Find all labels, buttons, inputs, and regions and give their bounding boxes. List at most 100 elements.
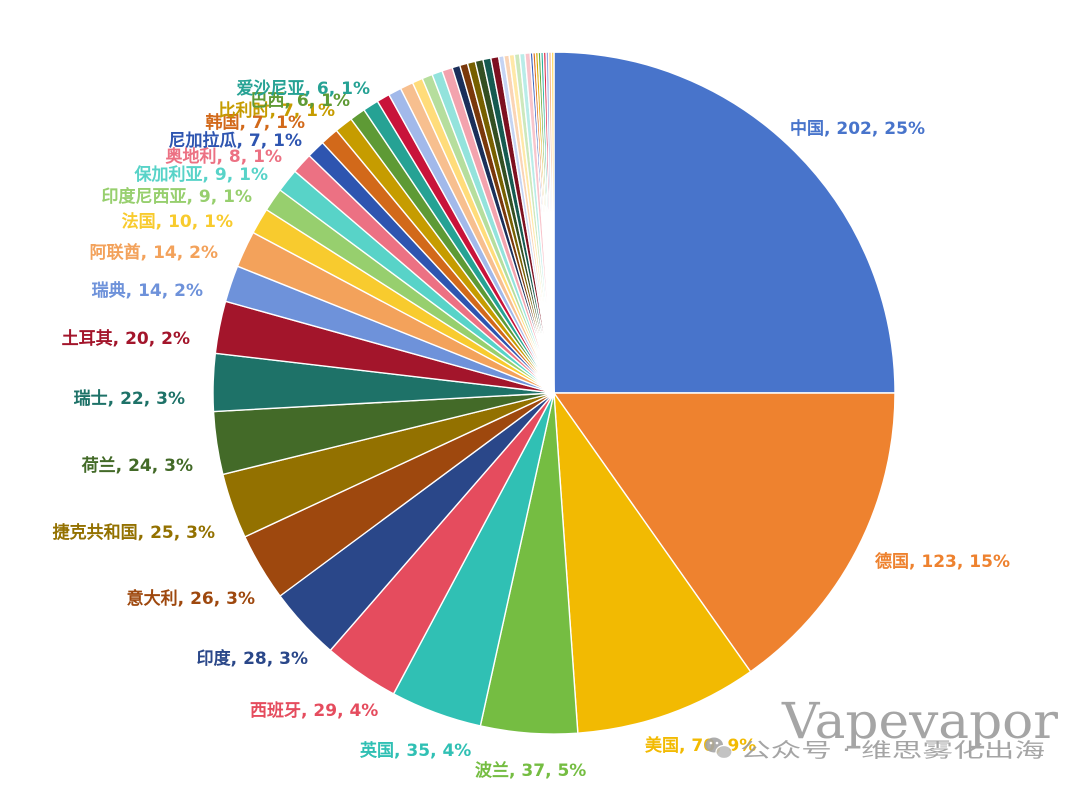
slice-label-percent: 1% (273, 131, 302, 151)
slice-label-value: 202 (836, 119, 872, 139)
slice-label-name: 印度 (197, 648, 232, 669)
slice-label-value: 22 (120, 389, 144, 409)
slice-label-percent: 1% (306, 101, 335, 121)
slice-label-value: 6 (317, 79, 329, 99)
pie-slice (553, 392, 752, 734)
slice-label-percent: 5% (557, 761, 586, 781)
slice-label-name: 比利时 (219, 100, 270, 121)
slice-label: 巴西, 6, 1% (251, 91, 351, 111)
slice-label-name: 尼加拉瓜 (169, 130, 237, 151)
slice-label-name: 奥地利 (166, 146, 217, 167)
slice-label-percent: 3% (186, 523, 215, 543)
slice-label: 荷兰, 24, 3% (82, 455, 193, 476)
data-labels: 中国, 202, 25% 德国, 123, 15% 美国, 70, 9% 波兰, 37… (53, 78, 1010, 781)
slice-label-name: 德国 (875, 551, 909, 572)
slice-label-percent: 25% (884, 119, 925, 139)
slice-label: 比利时, 7, 1% (219, 100, 336, 121)
slice-label-name: 阿联酋 (90, 242, 141, 263)
slice-label-value: 28 (243, 649, 267, 669)
slice-label: 美国, 70, 9% (645, 735, 756, 756)
wechat-icon (705, 737, 733, 760)
slice-label: 瑞典, 14, 2% (92, 280, 203, 301)
slice-label-value: 26 (190, 589, 214, 609)
slice-label-name: 西班牙 (250, 701, 301, 721)
slice-label-value: 35 (406, 741, 430, 761)
slice-label-name: 美国 (645, 735, 679, 756)
slice-label-value: 37 (521, 761, 545, 781)
pie-slices (212, 51, 896, 735)
slice-label-value: 7 (282, 101, 294, 121)
slice-label-percent: 1% (239, 165, 268, 185)
slice-label: 西班牙, 29, 4% (250, 701, 378, 721)
slice-label-name: 法国 (122, 211, 156, 232)
slice-label-name: 巴西 (251, 91, 285, 111)
slice-label-percent: 2% (161, 329, 190, 349)
slice-label-name: 瑞士 (74, 388, 108, 409)
watermark: Vapevapor 公众号 · 维思雾化出海 (705, 692, 1058, 762)
slice-label: 英国, 35, 4% (360, 740, 471, 761)
slice-label-value: 24 (128, 456, 152, 476)
slice-label-name: 土耳其 (62, 328, 113, 349)
slice-label-name: 中国 (790, 118, 824, 139)
slice-label: 德国, 123, 15% (875, 551, 1010, 572)
slice-label-percent: 1% (223, 187, 252, 207)
slice-label-name: 荷兰 (82, 455, 116, 476)
slice-label: 奥地利, 8, 1% (166, 146, 283, 167)
slice-label-name: 韩国 (206, 112, 240, 133)
slice-label-value: 7 (252, 113, 264, 133)
slice-label-percent: 1% (341, 79, 370, 99)
slice-label-name: 瑞典 (92, 280, 126, 301)
slice-label: 土耳其, 20, 2% (62, 328, 190, 349)
slice-label-value: 8 (229, 147, 241, 167)
slice-label-name: 捷克共和国 (53, 522, 138, 543)
pie-slice (550, 51, 555, 394)
slice-label: 印度, 28, 3% (197, 648, 308, 669)
slice-label-percent: 3% (164, 456, 193, 476)
slice-label-percent: 1% (204, 212, 233, 232)
slice-label-name: 波兰 (475, 760, 509, 781)
slice-label-value: 6 (297, 91, 309, 111)
slice-label: 法国, 10, 1% (122, 211, 233, 232)
slice-label-percent: 4% (442, 741, 471, 761)
pie-slice (553, 392, 896, 673)
slice-label: 尼加拉瓜, 7, 1% (169, 130, 303, 151)
watermark-caption: 公众号 · 维思雾化出海 (740, 738, 1045, 762)
slice-label-value: 9 (199, 187, 211, 207)
slice-label-value: 10 (168, 212, 192, 232)
slice-label: 意大利, 26, 3% (127, 588, 255, 609)
slice-label-percent: 4% (349, 701, 378, 721)
slice-label-percent: 9% (727, 736, 756, 756)
slice-label-value: 29 (313, 701, 337, 721)
slice-label: 保加利亚, 9, 1% (134, 164, 269, 185)
slice-label-value: 25 (150, 523, 174, 543)
slice-label-percent: 15% (969, 552, 1010, 572)
slice-label-percent: 1% (276, 113, 305, 133)
slice-label: 捷克共和国, 25, 3% (53, 522, 215, 543)
slice-label-name: 爱沙尼亚 (237, 78, 305, 99)
slice-label-percent: 3% (156, 389, 185, 409)
slice-label-percent: 2% (174, 281, 203, 301)
pie-slice (553, 51, 896, 394)
slice-label: 阿联酋, 14, 2% (90, 242, 218, 263)
slice-label: 波兰, 37, 5% (475, 760, 586, 781)
slice-label: 印度尼西亚, 9, 1% (102, 186, 253, 207)
slice-label-percent: 3% (226, 589, 255, 609)
slice-label-value: 14 (153, 243, 177, 263)
slice-label: 韩国, 7, 1% (206, 112, 306, 133)
slice-label: 爱沙尼亚, 6, 1% (237, 78, 371, 99)
slice-label-percent: 2% (189, 243, 218, 263)
slice-label-value: 14 (138, 281, 162, 301)
slice-label-name: 印度尼西亚 (102, 186, 187, 207)
slice-label-value: 123 (921, 552, 957, 572)
watermark-logo: Vapevapor (781, 692, 1058, 750)
slice-label: 中国, 202, 25% (790, 118, 925, 139)
slice-label-value: 7 (249, 131, 261, 151)
slice-label-percent: 1% (321, 91, 350, 111)
slice-label-value: 20 (125, 329, 149, 349)
slice-label-name: 意大利 (127, 588, 178, 609)
slice-label-percent: 3% (279, 649, 308, 669)
slice-label: 瑞士, 22, 3% (74, 388, 185, 409)
slice-label-name: 保加利亚 (134, 164, 203, 185)
slice-label-name: 英国 (360, 740, 394, 761)
